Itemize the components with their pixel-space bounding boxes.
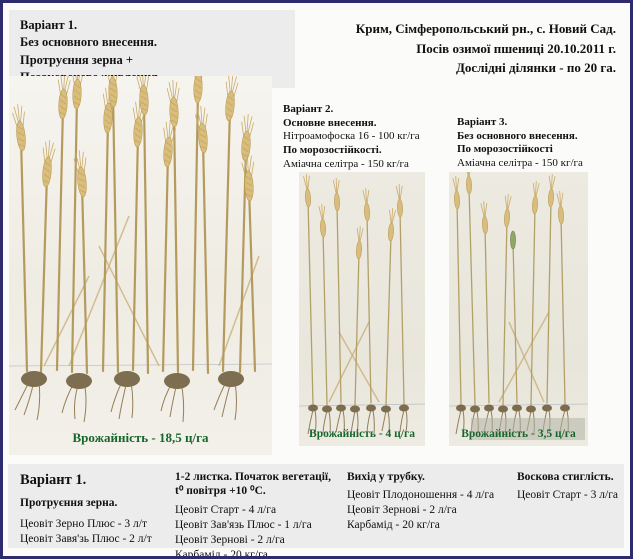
variant2-caption: Варіант 2. Основне внесення. Нітроамофос… [283, 103, 458, 171]
wheat-illustration-variant2 [299, 173, 425, 435]
schedule-stage-title: 1-2 листка. Початок вегетації, t⁰ повітр… [174, 471, 331, 498]
schedule-item: Карбамід - 20 кг/га [346, 519, 440, 532]
schedule-stage-title: Вихід у трубку. [346, 471, 425, 483]
variant2-line: Основне внесення. [283, 116, 377, 129]
schedule-col-seed-treatment: Варіант 1. Протруєння зерна. Цеовіт Зерн… [17, 470, 175, 548]
variant3-line: По морозостійкості [457, 143, 553, 156]
variant1-line: Без основного внесення. [20, 35, 158, 50]
schedule-col-early-vegetation: 1-2 листка. Початок вегетації, t⁰ повітр… [174, 470, 347, 556]
header-line: Дослідні ділянки - по 20 га. [455, 60, 616, 75]
variant3-line: Аміачна селітра - 150 кг/га [457, 156, 583, 169]
wheat-photo-variant3: Врожайність - 3,5 ц/га [449, 172, 588, 446]
schedule-item: Цеовіт Зерно Плюс - 3 л/т [20, 518, 147, 531]
schedule-item: Карбамід - 20 кг/га [174, 548, 268, 559]
schedule-variant-title: Варіант 1. [20, 472, 87, 488]
header-line: Посів озимої пшениці 20.10.2011 г. [416, 40, 616, 56]
variant3-line: Без основного внесення. [457, 129, 578, 142]
variant2-title: Варіант 2. [283, 103, 334, 115]
schedule-col-wax-ripeness: Воскова стиглість. Цеовіт Старт - 3 л/га [517, 470, 624, 548]
wheat-photo-variant1: Врожайність - 18,5 ц/га [9, 76, 272, 455]
yield-label-variant2: Врожайність - 4 ц/га [309, 428, 415, 440]
variant1-title: Варіант 1. [20, 18, 78, 32]
wheat-illustration-variant1 [9, 76, 272, 423]
treatment-schedule-panel: Варіант 1. Протруєння зерна. Цеовіт Зерн… [8, 464, 624, 556]
variant2-line: Нітроамофоска 16 - 100 кг/га [283, 130, 420, 143]
variant3-title: Варіант 3. [457, 116, 508, 128]
variant1-info-panel: Варіант 1. Без основного внесення. Протр… [9, 10, 295, 88]
schedule-item: Цеовіт Зернові - 2 л/га [174, 533, 285, 546]
yield-label-variant3: Врожайність - 3,5 ц/га [461, 428, 576, 440]
variant1-line: Протруєння зерна + [20, 52, 134, 67]
schedule-item: Цеовіт Завя'зь Плюс - 2 л/т [20, 533, 152, 546]
schedule-col-stem-elongation: Вихід у трубку. Цеовіт Плодоношення - 4 … [347, 470, 517, 548]
schedule-item: Цеовіт Плодоношення - 4 л/га [346, 489, 495, 502]
schedule-stage-title: Воскова стиглість. [516, 471, 614, 483]
wheat-photo-variant2: Врожайність - 4 ц/га [299, 172, 425, 446]
schedule-item: Цеовіт Старт - 4 л/га [174, 503, 277, 516]
schedule-item: Цеовіт Старт - 3 л/га [516, 489, 619, 502]
schedule-item: Цеовіт Зав'язь Плюс - 1 л/га [174, 518, 312, 531]
yield-label-variant1: Врожайність - 18,5 ц/га [72, 430, 209, 445]
schedule-stage-title: Протруєння зерна. [20, 497, 118, 509]
variant3-caption: Варіант 3. Без основного внесення. По мо… [457, 116, 630, 171]
wheat-illustration-variant3 [449, 172, 588, 440]
variant2-line: Аміачна селітра - 150 кг/га [283, 157, 409, 170]
header-line: Крим, Сімферопольський рн., с. Новий Сад… [355, 21, 616, 36]
location-header: Крим, Сімферопольський рн., с. Новий Сад… [286, 19, 616, 78]
variant2-line: По морозостійкості. [283, 143, 382, 156]
schedule-item: Цеовіт Зернові - 2 л/га [346, 504, 457, 517]
